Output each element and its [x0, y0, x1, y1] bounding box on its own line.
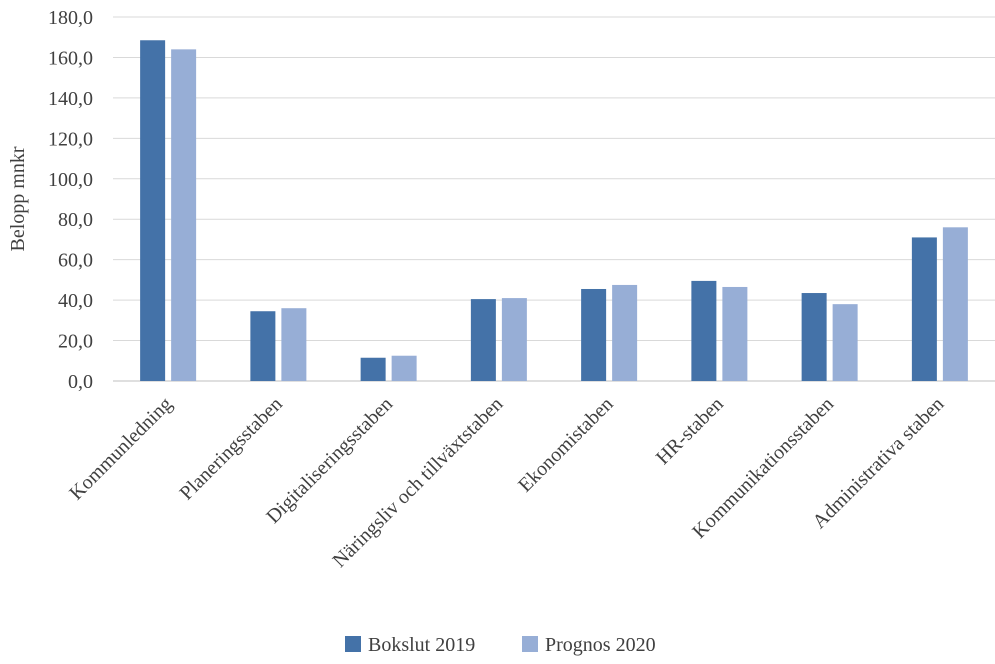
bar-bokslut-2019 [581, 288, 607, 381]
bar-prognos-2020 [612, 284, 638, 381]
x-tick-label: Ekonomistaben [514, 393, 618, 497]
bar-bokslut-2019 [911, 237, 937, 381]
bar-bokslut-2019 [691, 280, 717, 381]
bar-bokslut-2019 [140, 40, 166, 381]
y-tick-label: 140,0 [48, 88, 93, 110]
y-axis-ticks: 0,0 20,0 40,0 60,0 80,0 100,0 120,0 140,0 160,0 1… [48, 7, 93, 393]
y-tick-label: 120,0 [48, 128, 93, 150]
bar-prognos-2020 [832, 304, 858, 381]
legend-label: Bokslut 2019 [368, 634, 475, 656]
legend-label: Prognos 2020 [545, 634, 656, 656]
y-tick-label: 40,0 [58, 290, 93, 312]
y-tick-label: 80,0 [58, 209, 93, 231]
bar-bokslut-2019 [801, 293, 827, 381]
bar-prognos-2020 [942, 227, 968, 381]
y-tick-label: 100,0 [48, 169, 93, 191]
x-axis-ticks: KommunledningPlaneringsstabenDigitaliser… [65, 393, 948, 572]
bar-prognos-2020 [281, 308, 307, 381]
legend: Bokslut 2019 Prognos 2020 [345, 634, 656, 656]
bar-prognos-2020 [501, 298, 527, 381]
bar-bokslut-2019 [360, 357, 386, 381]
y-tick-label: 0,0 [68, 371, 93, 393]
legend-swatch [522, 636, 538, 652]
y-tick-label: 160,0 [48, 47, 93, 69]
gridlines [113, 16, 995, 382]
y-axis-title: Belopp mnkr [7, 146, 29, 251]
y-tick-label: 20,0 [58, 331, 93, 353]
bar-bokslut-2019 [470, 299, 496, 381]
x-tick-label: Planeringsstaben [176, 393, 287, 504]
x-tick-label: HR-staben [652, 393, 728, 469]
legend-swatch [345, 636, 361, 652]
bar-bokslut-2019 [250, 311, 276, 381]
bars [140, 40, 968, 381]
bar-prognos-2020 [171, 49, 197, 381]
x-tick-label: Kommunledning [65, 393, 176, 504]
bar-prognos-2020 [391, 355, 417, 381]
y-tick-label: 60,0 [58, 250, 93, 272]
y-tick-label: 180,0 [48, 7, 93, 29]
bar-prognos-2020 [722, 286, 748, 381]
